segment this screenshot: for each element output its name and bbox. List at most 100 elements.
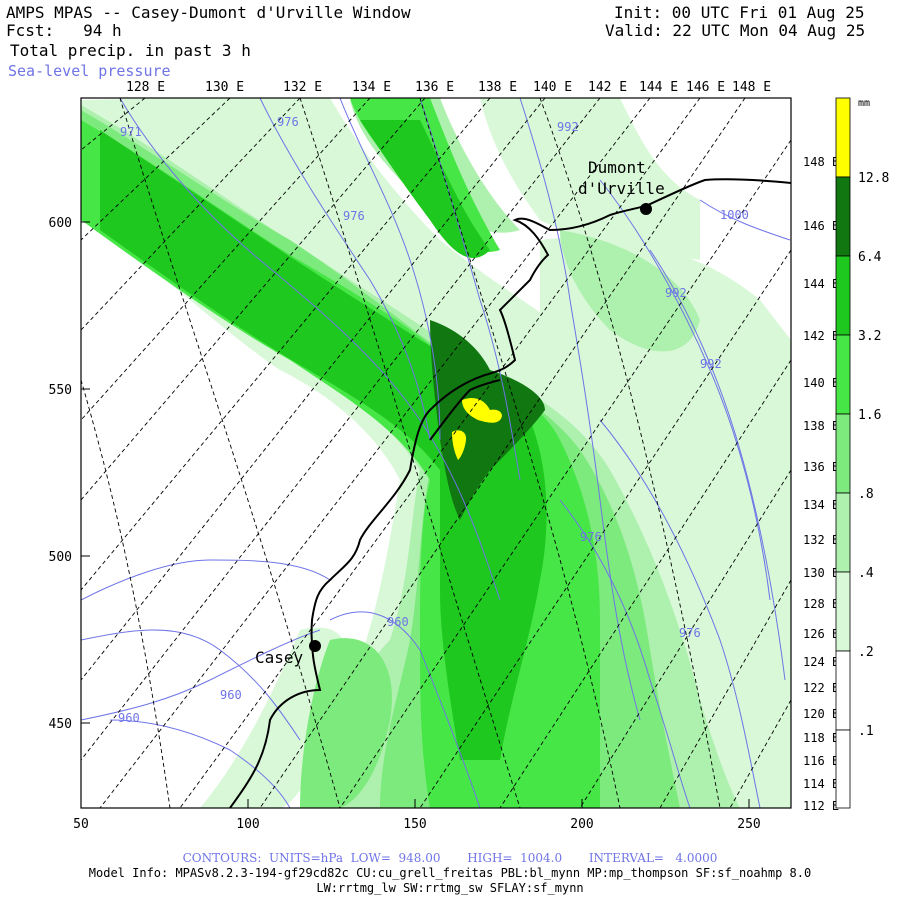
bottom-axis-labels: 50 100 150 200 250 [73, 817, 761, 832]
isobar-line [81, 629, 321, 721]
top-lon-label: 130 E [205, 80, 244, 95]
colorbar-label: .4 [858, 566, 874, 581]
map-frame [80, 97, 792, 809]
right-lon-label: 132 E [803, 533, 839, 547]
top-lon-label: 134 E [352, 80, 391, 95]
colorbar-swatch-0.2 [835, 571, 851, 652]
coastline-path [229, 178, 791, 808]
meridian-line [81, 98, 601, 761]
parallel-line [419, 98, 621, 808]
isobar-label: 992 [665, 286, 687, 300]
top-lon-label: 138 E [478, 80, 517, 95]
coastline [229, 178, 791, 808]
colorbar-label: .1 [858, 724, 874, 739]
overlay-name: Sea-level pressure [8, 62, 171, 80]
right-lon-label: 134 E [803, 498, 839, 512]
meridian-line [81, 98, 371, 421]
left-tick-label: 450 [49, 717, 72, 732]
top-lon-label: 148 E [732, 80, 771, 95]
left-tick-label: 550 [49, 383, 72, 398]
right-lon-label: 130 E [803, 566, 839, 580]
colorbar-swatch-0.8 [835, 413, 851, 494]
precip-band-lev5 [100, 130, 547, 760]
isobar-label: 960 [220, 688, 242, 702]
right-lon-label: 138 E [803, 419, 839, 433]
parallel-line [539, 98, 721, 808]
precip-band-north [480, 98, 700, 260]
isobar-label: 1000 [720, 208, 749, 222]
contour-info: CONTOURS: UNITS=hPa LOW= 948.00 HIGH= 10… [182, 851, 718, 865]
casey-label: Casey [255, 648, 304, 667]
right-lon-label: 148 E [803, 155, 839, 169]
left-tick-label: 500 [49, 550, 72, 565]
colorbar-swatch-0.4 [835, 492, 851, 573]
coastline-inner [429, 379, 501, 441]
colorbar: mm 12.8 6.4 3.2 1.6 .8 .4 .2 .1 [835, 97, 889, 809]
meridian-line [81, 98, 546, 681]
right-lon-label: 128 E [803, 597, 839, 611]
isobar-label: 976 [343, 209, 365, 223]
top-longitude-labels: 128 E 130 E 132 E 134 E 136 E 138 E 140 … [126, 80, 771, 95]
forecast-hour: Fcst: 94 h [6, 21, 122, 40]
colorbar-label: 1.6 [858, 408, 881, 423]
colorbar-unit: mm [858, 98, 870, 109]
right-longitude-labels: 148 E 146 E 144 E 142 E 140 E 138 E 136 … [803, 155, 839, 813]
bottom-tick-label: 200 [570, 817, 593, 832]
parallel-line [299, 98, 521, 808]
right-lon-label: 122 E [803, 681, 839, 695]
model-info-2: LW:rrtmg_lw SW:rrtmg_sw SFLAY:sf_mynn [316, 881, 584, 895]
isobar-label: 992 [557, 120, 579, 134]
dumont-label-2: d'Urville [578, 179, 665, 198]
model-info: Model Info: MPASv8.2.3-194-gf29cd82c CU:… [88, 866, 812, 880]
isobar-line [419, 98, 521, 481]
meridian-line [579, 469, 791, 808]
right-lon-label: 120 E [803, 707, 839, 721]
precip-core-a [462, 398, 502, 423]
dumont-label: Dumont [588, 158, 646, 177]
meridian-line [81, 98, 491, 591]
valid-time: Valid: 22 UTC Mon 04 Aug 25 [605, 21, 866, 40]
top-lon-label: 128 E [126, 80, 165, 95]
colorbar-label: 12.8 [858, 171, 889, 186]
isobar-label: 976 [580, 530, 602, 544]
right-lon-label: 146 E [803, 219, 839, 233]
right-lon-label: 126 E [803, 627, 839, 641]
colorbar-label: 6.4 [858, 250, 882, 265]
colorbar-swatch-6.4 [835, 176, 851, 257]
right-lon-label: 142 E [803, 329, 839, 343]
isobar-label: 960 [387, 615, 409, 629]
isobar-label: 976 [679, 626, 701, 640]
colorbar-swatch-3.2 [835, 255, 851, 336]
parallel-line [119, 98, 341, 808]
bottom-tick-label: 100 [236, 817, 259, 832]
isobar-line [81, 629, 301, 741]
meridian-line [259, 98, 746, 808]
colorbar-swatch-12.8 [835, 97, 851, 178]
isobar-line [599, 179, 771, 601]
colorbar-swatch-0.1 [835, 650, 851, 731]
bottom-tick-label: 250 [737, 817, 760, 832]
isobar-label: 960 [118, 711, 140, 725]
field-name: Total precip. in past 3 h [10, 41, 251, 60]
isobar-label: 992 [700, 357, 722, 371]
bottom-tick-label: 150 [403, 817, 426, 832]
left-axis [80, 221, 750, 808]
top-lon-label: 142 E [588, 80, 627, 95]
parallel-line [81, 379, 171, 808]
right-lon-label: 116 E [803, 754, 839, 768]
isobars [81, 98, 791, 808]
precip-core-b [452, 430, 467, 460]
isobar-label: 971 [120, 125, 142, 139]
isobar-line [649, 249, 786, 681]
right-lon-label: 118 E [803, 731, 839, 745]
meridian-line [99, 98, 651, 808]
colorbar-label: .8 [858, 487, 874, 502]
isobar-line [699, 199, 791, 241]
isobar-label: 976 [277, 115, 299, 129]
precip-band-lev3-b [300, 638, 392, 808]
colorbar-label: .2 [858, 645, 874, 660]
left-axis-labels: 600 550 500 450 [49, 216, 72, 732]
isobar-labels: 971 976 976 992 992 992 1000 976 976 960… [118, 115, 749, 725]
colorbar-label: 3.2 [858, 329, 881, 344]
